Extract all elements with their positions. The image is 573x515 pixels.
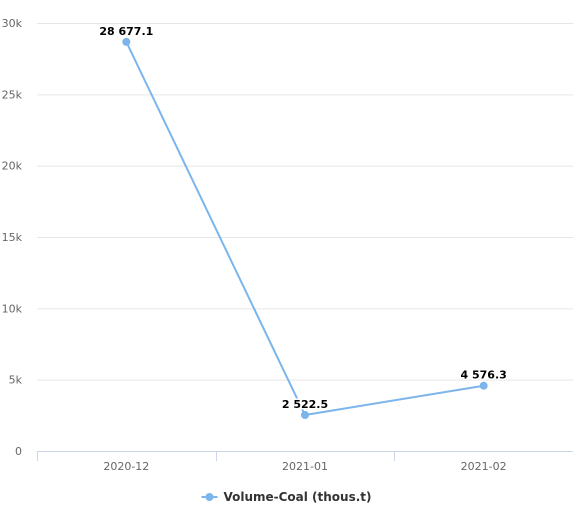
data-label: 2 522.5 bbox=[282, 398, 328, 411]
data-point[interactable] bbox=[479, 381, 488, 390]
y-tick-label: 30k bbox=[2, 17, 23, 30]
data-label: 28 677.1 bbox=[99, 25, 153, 38]
legend-marker-icon[interactable] bbox=[205, 493, 214, 501]
y-tick-label: 15k bbox=[2, 231, 23, 244]
legend-label[interactable]: Volume-Coal (thous.t) bbox=[223, 490, 371, 504]
data-point[interactable] bbox=[301, 411, 309, 420]
data-label: 4 576.3 bbox=[461, 369, 507, 382]
y-tick-label: 25k bbox=[2, 88, 23, 101]
x-tick-label: 2021-02 bbox=[461, 460, 507, 473]
data-point[interactable] bbox=[122, 37, 131, 46]
x-tick-label: 2021-01 bbox=[282, 460, 328, 473]
y-tick-label: 0 bbox=[15, 445, 22, 458]
y-tick-label: 5k bbox=[9, 374, 23, 387]
y-tick-label: 20k bbox=[2, 160, 23, 173]
y-tick-label: 10k bbox=[2, 302, 23, 315]
x-tick-label: 2020-12 bbox=[103, 460, 149, 473]
series-line bbox=[125, 41, 484, 417]
